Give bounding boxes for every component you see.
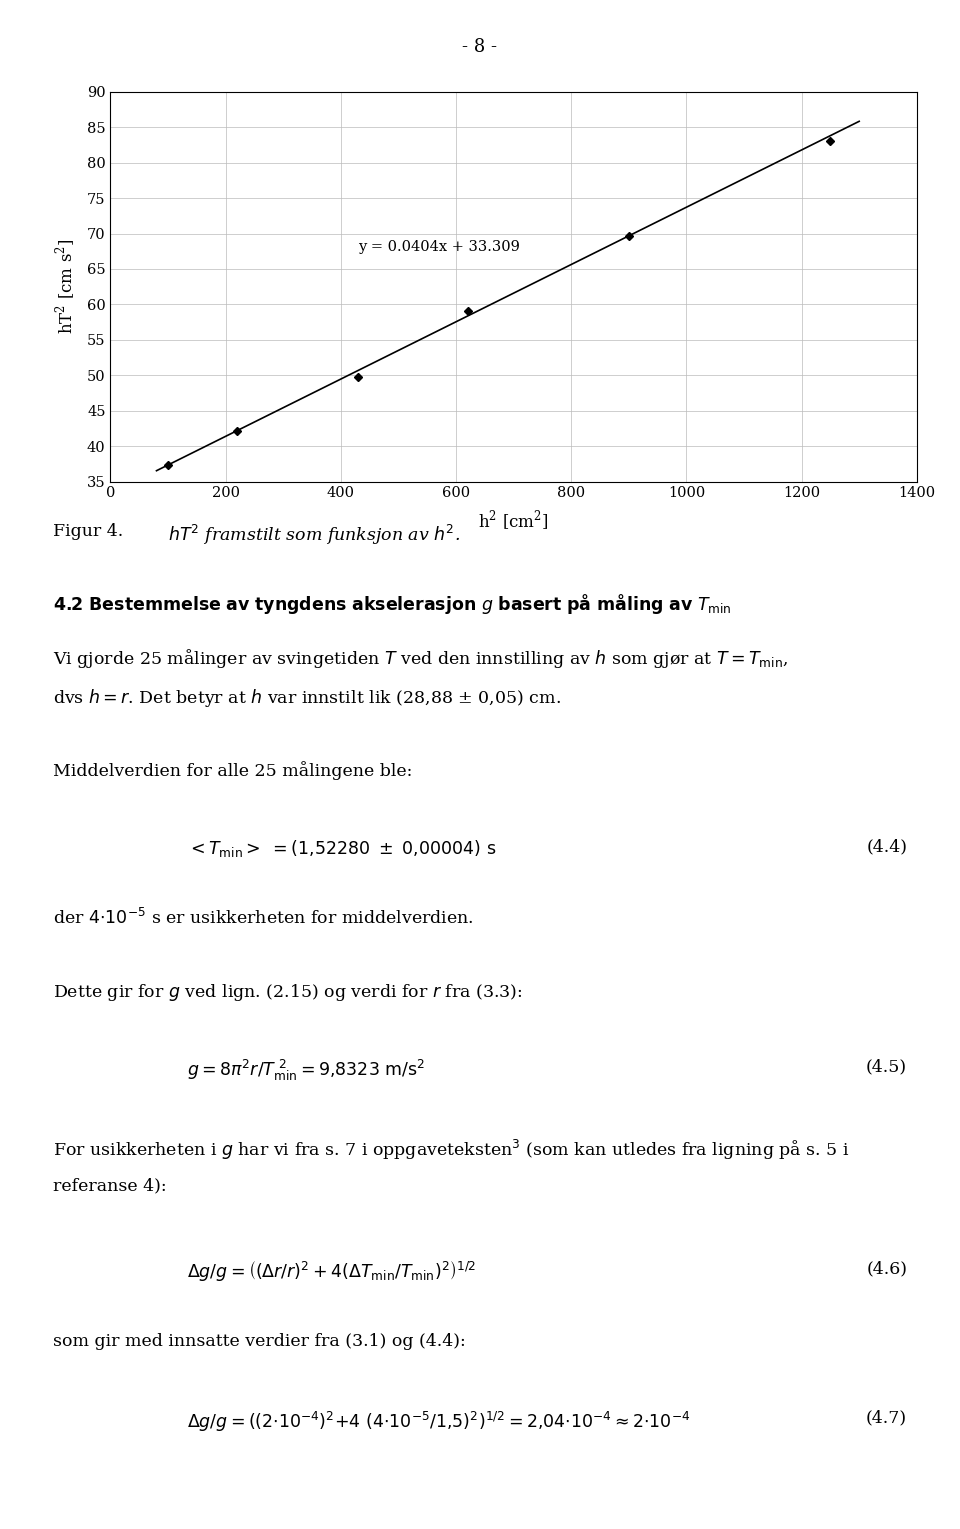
Text: $\Delta g/g = \left((\Delta r/r)^2 + 4\left(\Delta T_\mathrm{min}/T_\mathrm{min}: $\Delta g/g = \left((\Delta r/r)^2 + 4\l… — [187, 1260, 476, 1284]
Text: Middelverdien for alle 25 målingene ble:: Middelverdien for alle 25 målingene ble: — [53, 761, 412, 780]
Text: (4.6): (4.6) — [866, 1260, 907, 1277]
Text: $\Delta g/g = ((2{\cdot}10^{-4})^2{+}4\ (4{\cdot}10^{-5}/1{,}5)^2)^{1/2} = 2{,}0: $\Delta g/g = ((2{\cdot}10^{-4})^2{+}4\ … — [187, 1410, 690, 1434]
Text: Dette gir for $g$ ved lign. (2.15) og verdi for $r$ fra (3.3):: Dette gir for $g$ ved lign. (2.15) og ve… — [53, 982, 522, 1003]
Text: der $4{\cdot}10^{-5}$ s er usikkerheten for middelverdien.: der $4{\cdot}10^{-5}$ s er usikkerheten … — [53, 908, 473, 928]
Text: (4.5): (4.5) — [866, 1058, 907, 1075]
Text: (4.4): (4.4) — [866, 838, 907, 855]
Text: (4.7): (4.7) — [866, 1410, 907, 1427]
Text: For usikkerheten i $g$ har vi fra s. 7 i oppgaveteksten$^3$ (som kan utledes fra: For usikkerheten i $g$ har vi fra s. 7 i… — [53, 1138, 850, 1162]
X-axis label: h$^{\mathregular{2}}$ [cm$^{\mathregular{2}}$]: h$^{\mathregular{2}}$ [cm$^{\mathregular… — [478, 509, 549, 534]
Y-axis label: hT$^{\mathregular{2}}$ [cm s$^{\mathregular{2}}$]: hT$^{\mathregular{2}}$ [cm s$^{\mathregu… — [54, 239, 79, 335]
Text: $< T_\mathrm{min} >\ = (1{,}52280\ \pm\ 0{,}00004)\ \mathrm{s}$: $< T_\mathrm{min} >\ = (1{,}52280\ \pm\ … — [187, 838, 496, 859]
Text: Vi gjorde 25 målinger av svingetiden $T$ ved den innstilling av $h$ som gjør at : Vi gjorde 25 målinger av svingetiden $T$… — [53, 647, 788, 670]
Text: $g = 8\pi^2r/T_\mathrm{min}^{\ 2} = 9{,}8323\ \mathrm{m/s}^2$: $g = 8\pi^2r/T_\mathrm{min}^{\ 2} = 9{,}… — [187, 1058, 425, 1083]
Text: referanse 4):: referanse 4): — [53, 1177, 166, 1194]
Text: som gir med innsatte verdier fra (3.1) og (4.4):: som gir med innsatte verdier fra (3.1) o… — [53, 1333, 466, 1350]
Text: dvs $h = r$. Det betyr at $h$ var innstilt lik (28,88 ± 0,05) cm.: dvs $h = r$. Det betyr at $h$ var innsti… — [53, 687, 561, 708]
Text: y = 0.0404x + 33.309: y = 0.0404x + 33.309 — [358, 240, 520, 254]
Text: - 8 -: - 8 - — [463, 38, 497, 57]
Text: $hT^2$ framstilt som funksjon av $h^2$.: $hT^2$ framstilt som funksjon av $h^2$. — [168, 523, 460, 547]
Text: $\bf{4.2\ Bestemmelse\ av\ tyngdens\ akselerasjon}$ $\bf{\mathit{g}}$ $\bf{baser: $\bf{4.2\ Bestemmelse\ av\ tyngdens\ aks… — [53, 592, 732, 616]
Text: Figur 4.: Figur 4. — [53, 523, 123, 540]
